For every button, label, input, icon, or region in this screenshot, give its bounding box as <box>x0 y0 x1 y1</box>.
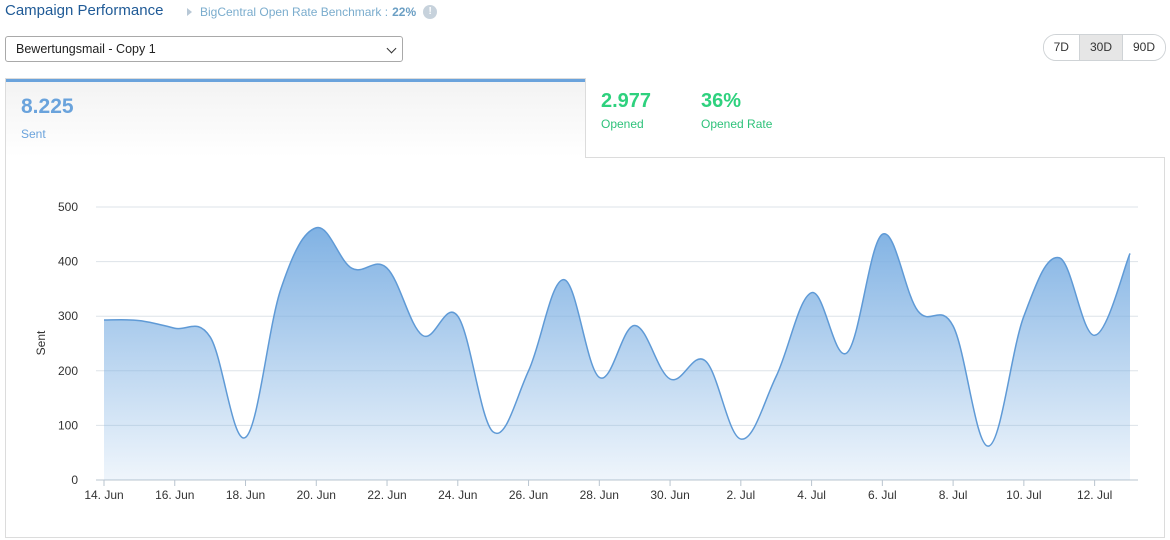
y-tick-label: 500 <box>58 200 78 214</box>
x-tick-label: 28. Jun <box>580 488 619 502</box>
sent-data-point[interactable] <box>664 373 676 385</box>
sent-data-point[interactable] <box>1053 252 1065 264</box>
sent-area-fill <box>104 227 1130 480</box>
sent-data-point[interactable] <box>346 262 358 274</box>
x-tick-label: 30. Jun <box>650 488 689 502</box>
benchmark-info: BigCentral Open Rate Benchmark : 22% ! <box>187 5 438 19</box>
x-tick-label: 20. Jun <box>297 488 336 502</box>
sent-data-point[interactable] <box>593 371 605 383</box>
range-button-90d[interactable]: 90D <box>1121 35 1165 60</box>
sent-data-point[interactable] <box>699 355 711 367</box>
sent-data-point[interactable] <box>381 262 393 274</box>
opened-count: 2.977 <box>601 90 652 112</box>
y-axis-title: Sent <box>34 330 48 355</box>
sent-data-point[interactable] <box>98 314 110 326</box>
sent-data-point[interactable] <box>558 274 570 286</box>
sent-data-point[interactable] <box>240 431 252 443</box>
campaign-select-value: Bewertungsmail - Copy 1 <box>16 42 156 56</box>
sent-data-point[interactable] <box>416 329 428 341</box>
y-tick-label: 200 <box>58 364 78 378</box>
page-title: Campaign Performance <box>5 2 164 19</box>
sent-data-point[interactable] <box>1018 310 1030 322</box>
sent-data-point[interactable] <box>487 426 499 438</box>
range-toggle: 7D 30D 90D <box>1042 34 1166 61</box>
sent-data-point[interactable] <box>133 315 145 327</box>
sent-data-point[interactable] <box>523 365 535 377</box>
sent-data-point[interactable] <box>947 320 959 332</box>
benchmark-label: BigCentral Open Rate Benchmark : <box>200 5 389 19</box>
x-tick-label: 10. Jul <box>1006 488 1041 502</box>
sent-count: 8.225 <box>21 95 74 118</box>
x-tick-label: 4. Jul <box>797 488 826 502</box>
y-tick-label: 300 <box>58 309 78 323</box>
x-tick-label: 6. Jul <box>868 488 897 502</box>
exclamation-info-icon[interactable]: ! <box>423 5 438 19</box>
y-tick-label: 400 <box>58 255 78 269</box>
x-tick-label: 8. Jul <box>939 488 968 502</box>
sent-data-point[interactable] <box>310 222 322 234</box>
x-tick-label: 16. Jun <box>155 488 194 502</box>
sent-data-point[interactable] <box>1089 329 1101 341</box>
sent-data-point[interactable] <box>275 283 287 295</box>
x-tick-label: 12. Jul <box>1077 488 1112 502</box>
sent-data-point[interactable] <box>629 319 641 331</box>
caret-right-icon <box>187 8 192 16</box>
sent-data-point[interactable] <box>876 228 888 240</box>
sent-data-point[interactable] <box>204 331 216 343</box>
x-tick-label: 24. Jun <box>438 488 477 502</box>
open-rate-value: 36% <box>701 90 742 112</box>
tab-opened[interactable]: 2.977 Opened 36% Opened Rate <box>585 78 1165 158</box>
sent-data-point[interactable] <box>735 433 747 445</box>
sent-label: Sent <box>21 127 46 141</box>
sent-data-point[interactable] <box>912 305 924 317</box>
sent-data-point[interactable] <box>169 322 181 334</box>
sent-data-point[interactable] <box>841 347 853 359</box>
opened-metric: 2.977 Opened <box>601 90 651 131</box>
range-button-7d[interactable]: 7D <box>1043 35 1079 60</box>
x-tick-label: 22. Jun <box>367 488 406 502</box>
open-rate-label: Opened Rate <box>701 117 773 131</box>
open-rate-metric: 36% Opened Rate <box>701 90 772 131</box>
sent-data-point[interactable] <box>452 310 464 322</box>
sent-data-point[interactable] <box>982 440 994 452</box>
sent-data-point[interactable] <box>1124 247 1136 259</box>
x-tick-label: 26. Jun <box>509 488 548 502</box>
x-tick-label: 2. Jul <box>726 488 755 502</box>
sent-data-point[interactable] <box>770 370 782 382</box>
opened-label: Opened <box>601 117 644 131</box>
range-button-30d[interactable]: 30D <box>1078 35 1122 60</box>
x-tick-label: 18. Jun <box>226 488 265 502</box>
sent-series-line <box>103 226 1131 447</box>
tab-sent[interactable]: 8.225 Sent <box>6 79 585 157</box>
sent-data-point[interactable] <box>806 287 818 299</box>
campaign-select[interactable]: Bewertungsmail - Copy 1 <box>5 36 403 62</box>
y-tick-label: 0 <box>71 473 78 487</box>
y-tick-label: 100 <box>58 418 78 432</box>
benchmark-value: 22% <box>392 5 417 19</box>
x-tick-label: 14. Jun <box>84 488 123 502</box>
